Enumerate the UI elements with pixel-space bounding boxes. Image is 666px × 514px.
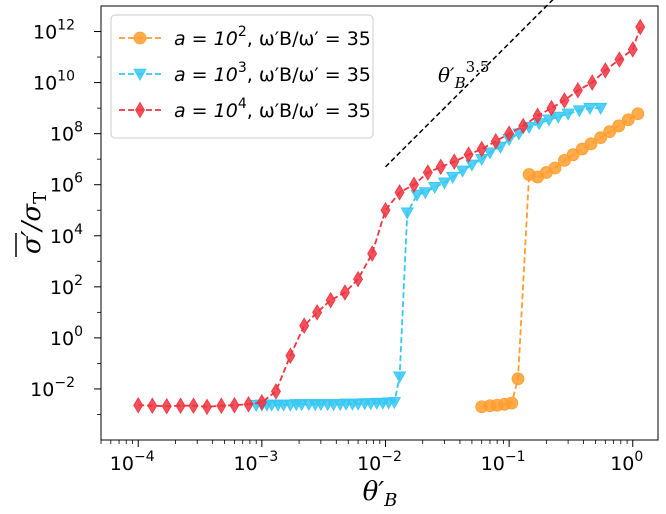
data-point-2-17 — [367, 245, 378, 262]
legend-marker-1 — [133, 68, 147, 81]
data-point-1-42 — [561, 108, 575, 121]
data-point-0-9 — [548, 161, 562, 175]
legend-label-1: a = 103, ω′B/ω′ = 35 — [174, 60, 371, 86]
data-point-2-10 — [270, 383, 281, 400]
data-point-1-43 — [572, 105, 587, 118]
y-tick-label-5: 108 — [50, 120, 83, 146]
data-point-2-32 — [572, 81, 583, 99]
data-point-2-1 — [147, 397, 158, 415]
data-point-2-30 — [546, 99, 557, 117]
data-point-1-44 — [583, 102, 597, 115]
data-point-2-25 — [476, 140, 487, 158]
data-point-2-7 — [229, 396, 240, 414]
legend-item-0: a = 102, ω′B/ω′ = 35 — [119, 24, 371, 50]
data-point-2-0 — [133, 396, 144, 414]
data-point-2-34 — [600, 62, 611, 79]
data-point-2-19 — [394, 184, 405, 201]
legend-item-1: a = 103, ω′B/ω′ = 35 — [119, 60, 371, 86]
data-point-1-31 — [455, 165, 470, 178]
data-point-1-24 — [392, 371, 407, 384]
data-point-0-18 — [631, 107, 645, 121]
data-point-2-35 — [614, 51, 625, 68]
series-layer — [133, 18, 646, 416]
data-point-2-37 — [635, 18, 646, 36]
data-point-2-21 — [422, 164, 433, 181]
guide-line-label: θ′B3.5 — [438, 58, 489, 92]
data-point-1-40 — [542, 114, 556, 127]
legend-marker-0 — [133, 31, 147, 45]
data-point-2-12 — [299, 317, 310, 334]
x-tick-label-2: 10−2 — [357, 449, 402, 475]
data-point-1-45 — [593, 102, 608, 115]
guide-line — [384, 0, 554, 168]
data-point-1-23 — [387, 397, 402, 410]
data-point-0-15 — [603, 125, 617, 139]
data-point-2-36 — [627, 41, 638, 58]
data-point-0-14 — [594, 131, 608, 145]
legend-frame — [110, 14, 374, 139]
data-point-0-4 — [505, 396, 519, 410]
y-tick-label-7: 1012 — [33, 18, 75, 44]
y-tick-label-6: 1010 — [33, 69, 75, 95]
y-tick-label-3: 104 — [50, 222, 83, 248]
x-tick-label-4: 100 — [610, 449, 643, 475]
legend-item-2: a = 104, ω′B/ω′ = 35 — [119, 96, 371, 122]
data-point-2-4 — [188, 397, 199, 415]
guide-line-group: θ′B3.5 — [384, 0, 554, 168]
y-tick-label-4: 106 — [50, 171, 83, 197]
x-axis-label: θ′B — [363, 477, 398, 511]
data-point-1-34 — [483, 147, 497, 160]
data-point-2-28 — [518, 117, 529, 135]
y-tick-label-0: 10−2 — [30, 375, 75, 401]
data-point-2-2 — [161, 397, 172, 415]
data-point-2-11 — [285, 347, 296, 365]
data-point-2-5 — [202, 398, 212, 416]
data-point-2-24 — [463, 146, 474, 163]
data-point-2-22 — [435, 158, 446, 176]
data-point-2-23 — [449, 153, 460, 170]
series-1 — [249, 102, 608, 413]
data-point-0-13 — [584, 137, 598, 151]
data-point-2-29 — [532, 107, 543, 125]
data-point-2-27 — [504, 125, 515, 142]
y-axis-label: σ′/σT — [15, 192, 51, 257]
y-tick-label-2: 102 — [50, 273, 83, 299]
legend-label-0: a = 102, ω′B/ω′ = 35 — [174, 24, 371, 50]
svg-text:σ′/σT: σ′/σT — [17, 192, 51, 254]
data-point-0-5 — [511, 372, 525, 386]
data-point-1-25 — [400, 207, 414, 220]
data-point-2-3 — [175, 397, 186, 415]
data-point-2-13 — [312, 304, 323, 321]
series-2 — [133, 18, 646, 416]
data-point-2-8 — [243, 396, 254, 413]
data-point-1-30 — [446, 171, 460, 184]
data-point-2-33 — [587, 74, 598, 91]
data-point-2-9 — [256, 394, 267, 411]
legend: a = 102, ω′B/ω′ = 35 a = 103, ω′B/ω′ = 35… — [110, 14, 374, 139]
x-tick-label-3: 10−1 — [481, 449, 526, 475]
x-tick-label-0: 10−4 — [110, 449, 155, 475]
data-point-1-41 — [551, 111, 566, 124]
data-point-2-20 — [409, 176, 419, 193]
data-point-2-6 — [216, 397, 227, 415]
data-point-1-29 — [437, 177, 452, 190]
legend-marker-2 — [135, 101, 145, 119]
data-point-2-14 — [325, 291, 336, 309]
data-point-2-16 — [353, 270, 364, 288]
data-point-1-32 — [465, 159, 479, 172]
data-point-1-28 — [428, 181, 442, 195]
data-point-2-26 — [490, 133, 501, 150]
data-point-1-27 — [418, 187, 433, 200]
data-point-0-16 — [612, 119, 626, 133]
data-point-2-18 — [380, 201, 391, 219]
x-tick-label-1: 10−3 — [233, 449, 278, 475]
data-point-0-17 — [621, 113, 635, 127]
y-tick-label-1: 100 — [50, 324, 83, 350]
legend-label-2: a = 104, ω′B/ω′ = 35 — [174, 96, 371, 122]
series-0 — [475, 107, 645, 414]
data-point-2-31 — [559, 92, 570, 109]
data-point-2-15 — [339, 284, 350, 301]
